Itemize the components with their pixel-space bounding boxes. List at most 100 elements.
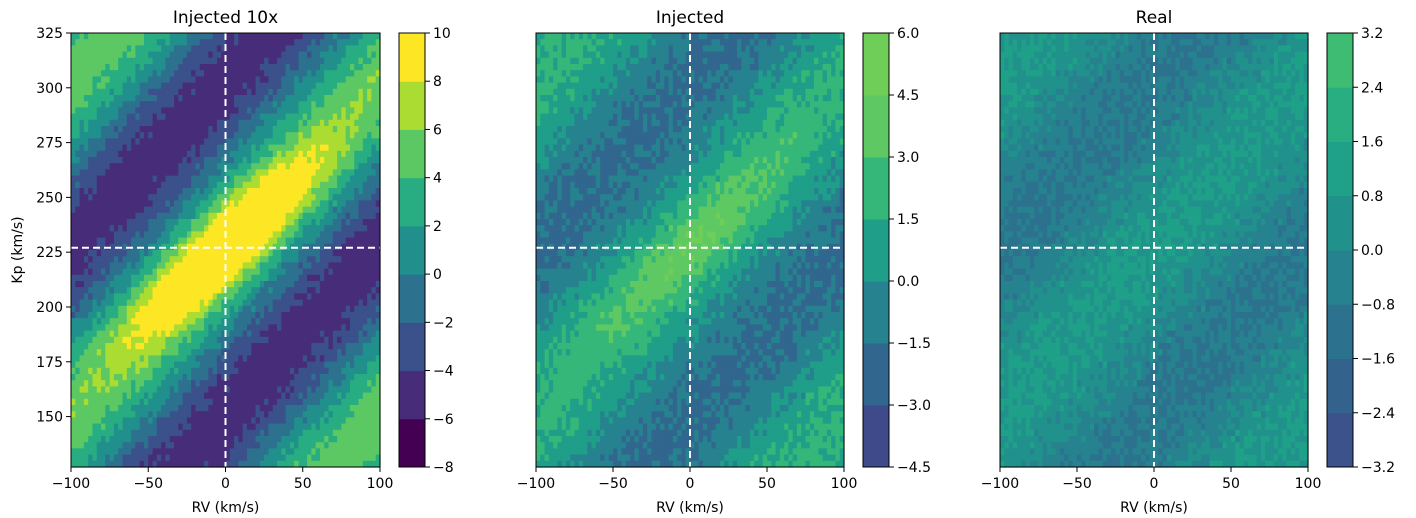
- heat-cell: [92, 262, 98, 270]
- heat-cell: [186, 318, 192, 325]
- heat-cell: [221, 175, 227, 183]
- heat-cell: [264, 336, 270, 344]
- heat-cell: [298, 312, 304, 319]
- heat-cell: [242, 392, 248, 400]
- heat-cell: [238, 138, 244, 146]
- heat-cell: [148, 200, 154, 208]
- heat-cell: [229, 70, 235, 77]
- heat-cell: [79, 305, 85, 313]
- heat-cell: [294, 212, 300, 220]
- heat-cell: [298, 64, 304, 71]
- heat-cell: [165, 150, 171, 158]
- heat-cell: [75, 392, 81, 400]
- heat-cell: [161, 45, 167, 53]
- heat-cell: [199, 64, 205, 71]
- heat-cell: [178, 70, 184, 77]
- heat-cell: [229, 411, 235, 418]
- heat-cell: [195, 287, 201, 294]
- heat-cell: [319, 113, 325, 121]
- heat-cell: [88, 225, 94, 232]
- heat-cell: [122, 330, 128, 338]
- heat-cell: [156, 82, 162, 90]
- heat-cell: [294, 361, 300, 369]
- heat-cell: [126, 256, 132, 263]
- heat-cell: [345, 411, 351, 418]
- heat-cell: [122, 268, 128, 276]
- heat-cell: [101, 76, 106, 84]
- heat-cell: [328, 293, 334, 301]
- heat-cell: [122, 76, 128, 84]
- heat-cell: [349, 231, 355, 239]
- heat-cell: [109, 231, 115, 239]
- heat-cell: [268, 454, 274, 462]
- heat-cell: [242, 181, 248, 189]
- heat-cell: [195, 144, 201, 152]
- heat-cell: [126, 51, 132, 59]
- heat-cell: [315, 82, 321, 90]
- heat-cell: [358, 51, 364, 59]
- heat-cell: [354, 132, 360, 139]
- heat-cell: [302, 380, 308, 387]
- heat-cell: [251, 181, 257, 189]
- heat-cell: [96, 330, 102, 338]
- heat-cell: [367, 318, 373, 325]
- heat-cell: [349, 107, 355, 115]
- heat-cell: [328, 423, 334, 431]
- heat-cell: [285, 305, 291, 313]
- heat-cell: [268, 64, 274, 71]
- heat-cell: [178, 200, 184, 208]
- heat-cell: [281, 194, 287, 201]
- heat-cell: [148, 138, 154, 146]
- heat-cell: [242, 88, 248, 96]
- heat-cell: [221, 157, 227, 164]
- heat-cell: [324, 349, 330, 356]
- heat-cell: [139, 82, 145, 90]
- heat-cell: [88, 429, 94, 437]
- heat-cell: [238, 95, 244, 102]
- heat-cell: [126, 188, 132, 195]
- heat-cell: [113, 219, 119, 226]
- heat-cell: [212, 206, 218, 214]
- heat-cell: [315, 101, 321, 108]
- heat-cell: [375, 113, 381, 121]
- heat-cell: [83, 219, 89, 226]
- heat-cell: [186, 305, 192, 313]
- heat-cell: [302, 324, 308, 332]
- heat-cell: [354, 76, 360, 84]
- heat-cell: [96, 392, 102, 400]
- heat-cell: [255, 287, 261, 294]
- heat-cell: [337, 219, 342, 226]
- heat-cell: [337, 293, 342, 301]
- heat-cell: [281, 138, 287, 146]
- heat-cell: [375, 287, 381, 294]
- heat-cell: [302, 398, 308, 406]
- heat-cell: [92, 82, 98, 90]
- heat-cell: [88, 448, 94, 456]
- heat-cell: [255, 181, 261, 189]
- heat-cell: [268, 429, 274, 437]
- heat-cell: [96, 206, 102, 214]
- heat-cell: [349, 57, 355, 65]
- heat-cell: [221, 45, 227, 53]
- heat-cell: [302, 157, 308, 164]
- heat-cell: [152, 39, 158, 46]
- heat-cell: [238, 231, 244, 239]
- heat-cell: [246, 318, 252, 325]
- heat-cell: [186, 45, 192, 53]
- heat-cell: [135, 367, 141, 375]
- heat-cell: [281, 113, 287, 121]
- heat-cell: [371, 392, 377, 400]
- heat-cell: [88, 200, 94, 208]
- heat-cell: [101, 243, 106, 251]
- heat-cell: [126, 361, 132, 369]
- heat-cell: [246, 101, 252, 108]
- heat-cell: [122, 367, 128, 375]
- heat-cell: [246, 268, 252, 276]
- heat-cell: [307, 436, 312, 443]
- heat-cell: [302, 355, 308, 363]
- heat-cell: [337, 305, 342, 313]
- heat-cell: [229, 194, 235, 201]
- heat-cell: [216, 343, 222, 350]
- heat-cell: [126, 274, 132, 282]
- heat-cell: [354, 57, 360, 65]
